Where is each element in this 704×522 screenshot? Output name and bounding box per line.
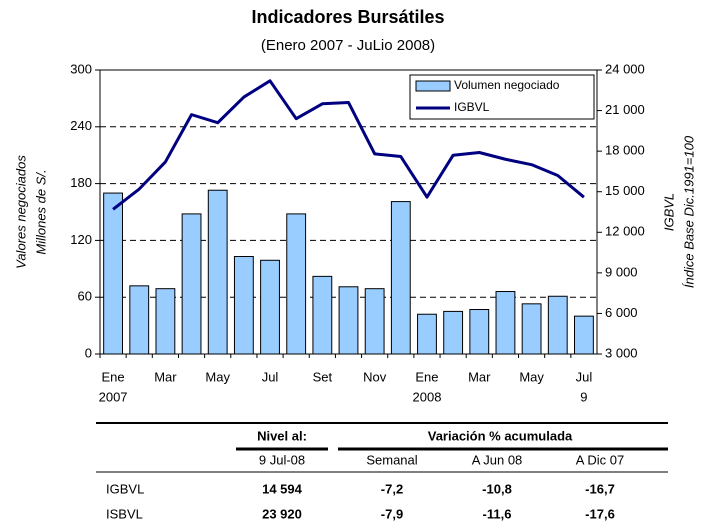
y2-tick-label: 3 000 [605, 345, 638, 360]
bar [129, 285, 150, 355]
bar [390, 201, 411, 355]
y2-axis-label: IGBVL [661, 193, 676, 231]
y2-tick-label: 9 000 [605, 264, 638, 279]
table-cell: 23 920 [262, 506, 302, 521]
y-tick-label: 0 [85, 345, 92, 360]
x-tick-label: May [519, 369, 544, 384]
x-tick-sublabel: 2007 [99, 389, 128, 404]
x-tick-label: May [205, 369, 230, 384]
bar [103, 192, 123, 355]
y2-tick-label: 18 000 [605, 143, 645, 158]
plot-frame [99, 69, 598, 355]
y-tick-label: 60 [78, 289, 92, 304]
x-tick-label: Nov [363, 369, 387, 384]
bar [260, 259, 280, 355]
table-cell: -17,6 [585, 506, 615, 521]
bar [312, 275, 333, 355]
x-tick-sublabel: 2008 [413, 389, 442, 404]
table-cell: -7,2 [381, 481, 403, 496]
table-cell: IGBVL [106, 481, 144, 496]
table-subheader: 9 Jul-08 [259, 452, 305, 467]
y2-tick-label: 15 000 [605, 183, 645, 198]
legend-label: Volumen negociado [454, 78, 560, 92]
y-axis-label: Millones de S/. [33, 169, 48, 254]
chart-title: Indicadores Bursátiles [251, 7, 444, 27]
table-subheader: A Dic 07 [576, 452, 624, 467]
x-tick-label: Mar [154, 369, 177, 384]
table-cell: -10,8 [482, 481, 512, 496]
table-subheader: Semanal [366, 452, 417, 467]
bar [574, 315, 594, 355]
y2-tick-label: 12 000 [605, 224, 645, 239]
bar [469, 309, 490, 355]
table-header: Nivel al: [257, 428, 307, 443]
y2-axis-label: Índice Base Dic.1991=100 [681, 135, 696, 288]
bar [338, 286, 359, 355]
x-tick-label: Jul [262, 369, 279, 384]
bar [207, 189, 228, 355]
y-tick-label: 180 [70, 175, 92, 190]
x-tick-label: Mar [468, 369, 491, 384]
y2-tick-label: 24 000 [605, 61, 645, 76]
table-cell: ISBVL [106, 506, 143, 521]
bar [181, 213, 202, 355]
x-tick-label: Ene [415, 369, 438, 384]
chart-subtitle: (Enero 2007 - JuLio 2008) [261, 37, 435, 54]
line [112, 79, 585, 211]
y-tick-label: 300 [70, 61, 92, 76]
table-cell: -7,9 [381, 506, 403, 521]
table-cell: -11,6 [483, 506, 512, 521]
y-tick-label: 120 [70, 232, 92, 247]
table-subheader: A Jun 08 [472, 452, 523, 467]
y2-tick-label: 6 000 [605, 305, 638, 320]
x-tick-sublabel: 9 [580, 389, 587, 404]
bar [547, 295, 568, 355]
bar [521, 303, 542, 355]
legend-label: IGBVL [454, 100, 490, 114]
x-tick-label: Jul [576, 369, 593, 384]
table-header: Variación % acumulada [428, 428, 573, 443]
table-cell: -16,7 [585, 481, 615, 496]
bar [495, 291, 516, 355]
bar [286, 213, 307, 355]
bar [364, 288, 385, 355]
x-tick-label: Set [313, 369, 333, 384]
table-cell: 14 594 [262, 481, 303, 496]
bar [155, 288, 176, 355]
y2-tick-label: 21 000 [605, 102, 645, 117]
bar [233, 255, 254, 355]
y-axis-label: Valores negociados [13, 155, 28, 269]
x-tick-label: Ene [102, 369, 125, 384]
bar [443, 310, 464, 355]
bar [417, 313, 437, 355]
legend-swatch [415, 80, 451, 92]
y-tick-label: 240 [70, 118, 92, 133]
